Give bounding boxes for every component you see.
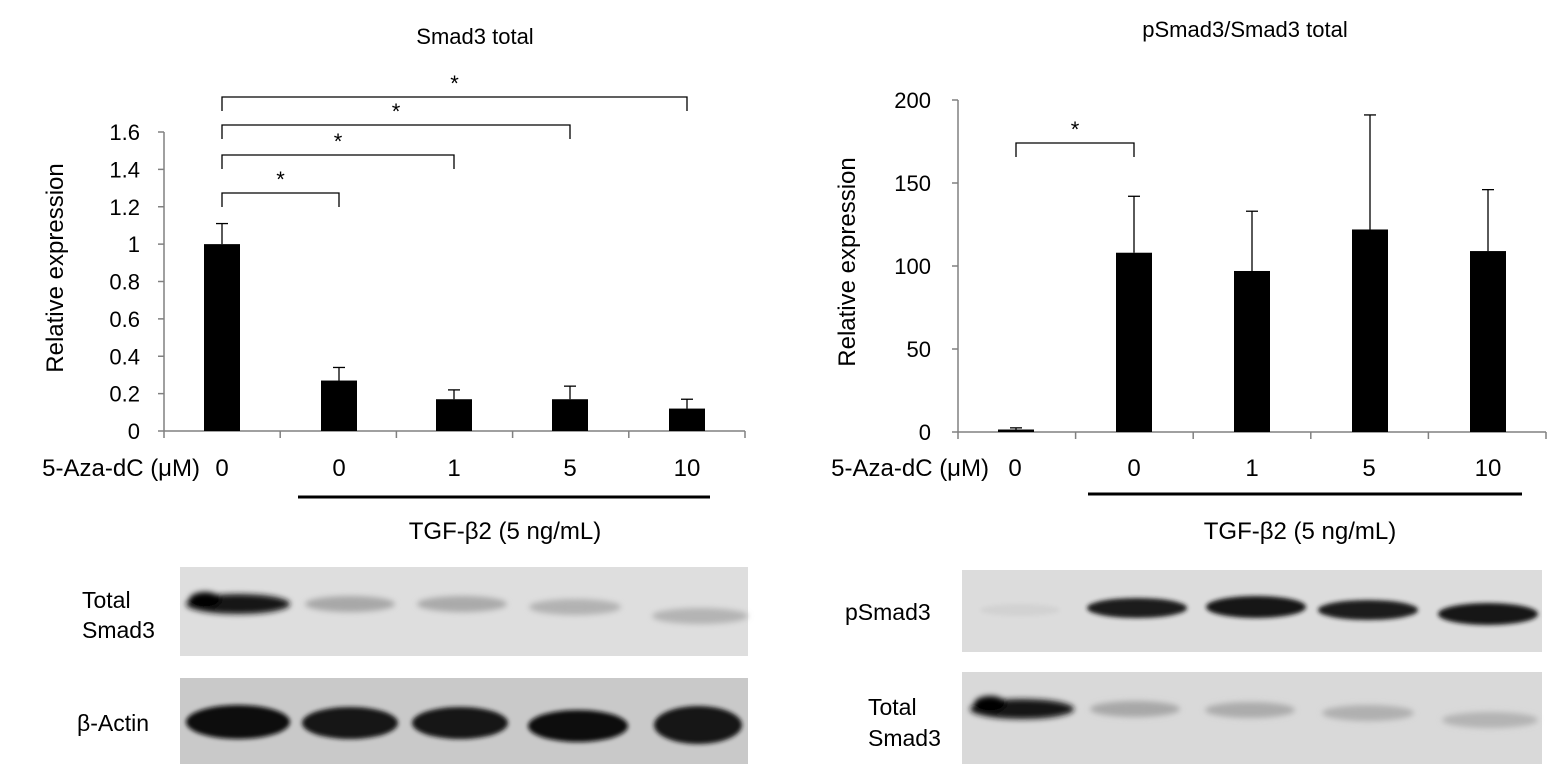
left-significance: * * * * — [221, 71, 688, 207]
left-blot-label-actin: β-Actin — [77, 710, 149, 736]
right-significance: * — [1015, 117, 1135, 157]
left-sig-star-1: * — [276, 167, 285, 192]
right-sig-star-1: * — [1071, 117, 1080, 142]
left-blot-total-smad3: Total Smad3 — [82, 567, 748, 656]
left-y-ticks: 0 0.2 0.4 0.6 0.8 1 1.2 1.4 1.6 — [109, 120, 164, 444]
left-x-label-3: 1 — [447, 455, 460, 482]
right-chart: pSmad3/Smad3 total Relative expression 0… — [831, 17, 1547, 764]
right-x-prefix: 5-Aza-dC (μM) — [831, 455, 989, 482]
left-chart: Smad3 total Relative expression 00.20.40… — [42, 24, 748, 764]
right-y-tick-label: 150 — [894, 171, 931, 196]
left-sig-bracket-2 — [221, 154, 455, 169]
left-y-tick-label: 1.6 — [109, 120, 140, 145]
left-sig-bracket-4 — [221, 96, 688, 111]
right-blot-total-smad3: Total Smad3 — [868, 672, 1542, 764]
right-bar-5 — [1470, 251, 1506, 432]
right-chart-title: pSmad3/Smad3 total — [1142, 17, 1347, 42]
left-bars — [204, 222, 705, 431]
right-bar-3 — [1234, 270, 1270, 432]
right-blot-label-smad3: Smad3 — [868, 725, 941, 751]
left-sig-bracket-3 — [221, 124, 571, 139]
left-sig-star-2: * — [334, 129, 343, 154]
left-y-tick-label: 0.2 — [109, 382, 140, 407]
right-y-tick-label: 100 — [894, 254, 931, 279]
left-blot-label-total: Total — [82, 587, 131, 613]
left-x-prefix: 5-Aza-dC (μM) — [42, 455, 200, 482]
left-bar-3 — [436, 399, 472, 431]
left-bar-4 — [552, 399, 588, 431]
left-x-label-5: 10 — [674, 455, 701, 482]
left-y-tick-label: 1.4 — [109, 157, 140, 182]
left-y-tick-label: 0.8 — [109, 270, 140, 295]
right-blot-label-total: Total — [868, 694, 917, 720]
left-y-axis-label: Relative expression — [42, 163, 69, 372]
left-bar-2 — [321, 380, 357, 431]
right-sig-bracket-1 — [1015, 142, 1135, 157]
right-bar-4 — [1352, 229, 1388, 432]
left-blot-beta-actin: β-Actin — [77, 678, 748, 764]
left-sig-bracket-1 — [221, 192, 340, 207]
right-x-label-4: 5 — [1362, 455, 1375, 482]
left-y-tick-label: 0.6 — [109, 307, 140, 332]
right-x-label-2: 0 — [1127, 455, 1140, 482]
right-x-label-5: 10 — [1475, 455, 1502, 482]
right-y-axis-label: Relative expression — [834, 157, 861, 366]
left-bar-1 — [204, 244, 240, 431]
left-chart-title: Smad3 total — [416, 24, 533, 49]
left-blot-label-smad3: Smad3 — [82, 617, 155, 643]
left-treatment-label: TGF-β2 (5 ng/mL) — [409, 518, 602, 545]
left-y-tick-label: 0 — [128, 419, 140, 444]
right-treatment-label: TGF-β2 (5 ng/mL) — [1204, 518, 1397, 545]
right-blot-label-psmad3: pSmad3 — [845, 599, 931, 625]
left-x-ticks — [163, 431, 746, 438]
right-x-label-3: 1 — [1245, 455, 1258, 482]
left-sig-star-4: * — [450, 71, 459, 96]
left-y-tick-label: 1.2 — [109, 195, 140, 220]
left-y-tick-label: 1 — [128, 232, 140, 257]
right-x-ticks — [957, 432, 1547, 439]
right-y-tick-label: 200 — [894, 88, 931, 113]
left-bar-5 — [669, 408, 705, 431]
right-bars — [998, 114, 1506, 432]
left-x-label-4: 5 — [563, 455, 576, 482]
left-x-label-2: 0 — [332, 455, 345, 482]
right-y-tick-label: 50 — [907, 337, 931, 362]
right-bar-1 — [998, 429, 1034, 432]
left-sig-star-3: * — [392, 99, 401, 124]
right-y-ticks: 0 50 100 150 200 — [894, 88, 958, 445]
right-bar-2 — [1116, 252, 1152, 432]
left-x-label-1: 0 — [215, 455, 228, 482]
left-y-tick-label: 0.4 — [109, 344, 140, 369]
right-blot-psmad3: pSmad3 — [845, 570, 1542, 652]
right-y-tick-label: 0 — [919, 420, 931, 445]
right-x-label-1: 0 — [1008, 455, 1021, 482]
